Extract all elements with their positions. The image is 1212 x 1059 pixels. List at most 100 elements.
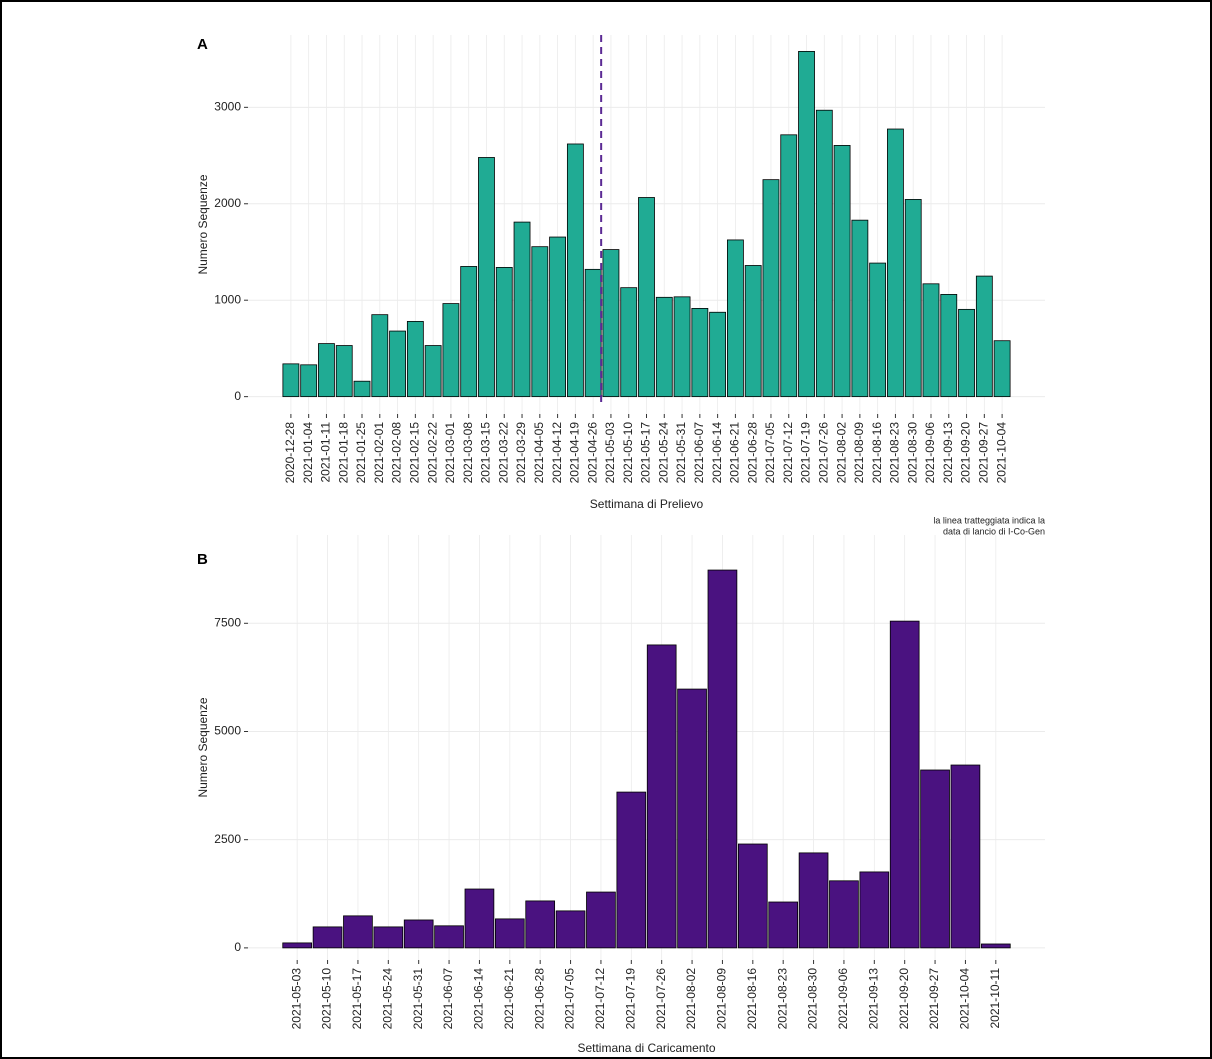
bar	[940, 294, 958, 398]
bar	[798, 852, 829, 949]
bar	[833, 145, 851, 398]
x-tick-label: 2021-05-31	[674, 422, 688, 484]
bar	[282, 363, 300, 398]
x-tick-label: 2020-12-28	[283, 422, 297, 484]
x-tick-label: 2021-05-17	[350, 968, 364, 1030]
bar	[851, 219, 869, 398]
bar	[335, 345, 353, 398]
bar	[798, 50, 815, 398]
x-tick-label: 2021-04-26	[585, 422, 599, 484]
x-tick-label: 2021-07-26	[654, 968, 668, 1030]
x-tick-label: 2021-08-30	[905, 422, 919, 484]
panel-label: A	[197, 36, 208, 53]
x-tick-label: 2021-08-09	[715, 968, 729, 1030]
bar	[353, 380, 371, 398]
x-tick-label: 2021-06-14	[710, 422, 724, 484]
x-tick-label: 2021-09-20	[897, 968, 911, 1030]
caption: data di lancio di I-Co-Gen	[943, 526, 1045, 536]
bar	[300, 364, 318, 398]
bar	[859, 871, 890, 949]
x-tick-label: 2021-05-10	[320, 968, 334, 1030]
y-tick-label: 2500	[214, 832, 241, 846]
y-tick-label: 5000	[214, 724, 241, 738]
bar	[829, 880, 859, 949]
x-tick-label: 2021-05-10	[621, 422, 635, 484]
x-tick-label: 2021-08-23	[888, 422, 902, 484]
bar	[673, 296, 691, 398]
bar	[869, 262, 887, 398]
bar	[958, 308, 975, 398]
x-tick-label: 2021-05-24	[380, 968, 394, 1030]
y-axis-label: Numero Sequenze	[196, 697, 210, 797]
x-tick-label: 2021-05-24	[656, 422, 670, 484]
x-tick-label: 2021-09-20	[959, 422, 973, 484]
x-tick-label: 2021-10-04	[994, 422, 1008, 484]
x-tick-label: 2021-08-23	[775, 968, 789, 1030]
x-tick-label: 2021-06-21	[728, 422, 742, 484]
x-tick-label: 2021-04-12	[550, 422, 564, 484]
x-tick-label: 2021-08-02	[834, 422, 848, 484]
y-tick-label: 1000	[214, 292, 241, 306]
bar	[762, 179, 780, 398]
bar	[424, 345, 442, 398]
bar	[737, 843, 768, 949]
x-tick-label: 2021-05-17	[639, 422, 653, 484]
bar	[646, 644, 677, 949]
bar	[389, 330, 406, 398]
x-tick-label: 2021-02-15	[408, 422, 422, 484]
bar	[442, 303, 460, 398]
x-tick-label: 2021-08-02	[684, 968, 698, 1030]
x-tick-label: 2021-07-19	[799, 422, 813, 484]
bar	[584, 268, 602, 398]
bar	[744, 265, 762, 398]
y-tick-label: 0	[234, 940, 241, 954]
bar	[460, 266, 478, 398]
x-tick-label: 2021-03-29	[514, 422, 528, 484]
bar	[677, 688, 707, 949]
x-tick-label: 2021-06-07	[441, 968, 455, 1030]
x-tick-label: 2021-01-04	[301, 422, 315, 484]
x-tick-label: 2021-04-19	[568, 422, 582, 484]
x-tick-label: 2021-06-14	[472, 968, 486, 1030]
x-tick-label: 2021-09-06	[836, 968, 850, 1030]
x-tick-label: 2021-09-27	[927, 968, 941, 1030]
bar	[707, 569, 738, 949]
x-tick-label: 2021-05-03	[603, 422, 617, 484]
bar	[768, 901, 799, 949]
bar	[655, 296, 673, 398]
x-tick-label: 2021-01-25	[354, 422, 368, 484]
x-tick-label: 2021-09-06	[923, 422, 937, 484]
bar	[586, 891, 616, 949]
y-tick-label: 7500	[214, 615, 241, 629]
x-tick-label: 2021-03-01	[443, 422, 457, 484]
bar	[478, 157, 495, 398]
x-tick-label: 2021-07-05	[763, 422, 777, 484]
x-tick-label: 2021-07-12	[781, 422, 795, 484]
x-tick-label: 2021-03-22	[496, 422, 510, 484]
bar	[815, 109, 833, 398]
x-tick-label: 2021-02-08	[390, 422, 404, 484]
bar	[371, 314, 389, 398]
x-tick-label: 2021-08-16	[870, 422, 884, 484]
x-tick-label: 2021-09-13	[866, 968, 880, 1030]
y-axis-label: Numero Sequenze	[196, 174, 210, 274]
bar	[950, 764, 981, 949]
x-tick-label: 2021-07-19	[623, 968, 637, 1030]
x-axis-label: Settimana di Caricamento	[577, 1041, 715, 1055]
x-tick-label: 2021-01-18	[336, 422, 350, 484]
x-tick-label: 2021-08-16	[745, 968, 759, 1030]
bar	[549, 236, 566, 398]
x-tick-label: 2021-08-30	[806, 968, 820, 1030]
x-tick-label: 2021-09-13	[941, 422, 955, 484]
bar	[920, 769, 950, 949]
x-tick-label: 2021-04-05	[532, 422, 546, 484]
bar	[555, 910, 586, 949]
bar	[566, 143, 584, 398]
bar	[616, 791, 647, 949]
bar	[887, 128, 904, 398]
y-tick-label: 3000	[214, 100, 241, 114]
bar	[691, 308, 709, 398]
bar	[993, 340, 1011, 398]
bar	[727, 239, 744, 398]
